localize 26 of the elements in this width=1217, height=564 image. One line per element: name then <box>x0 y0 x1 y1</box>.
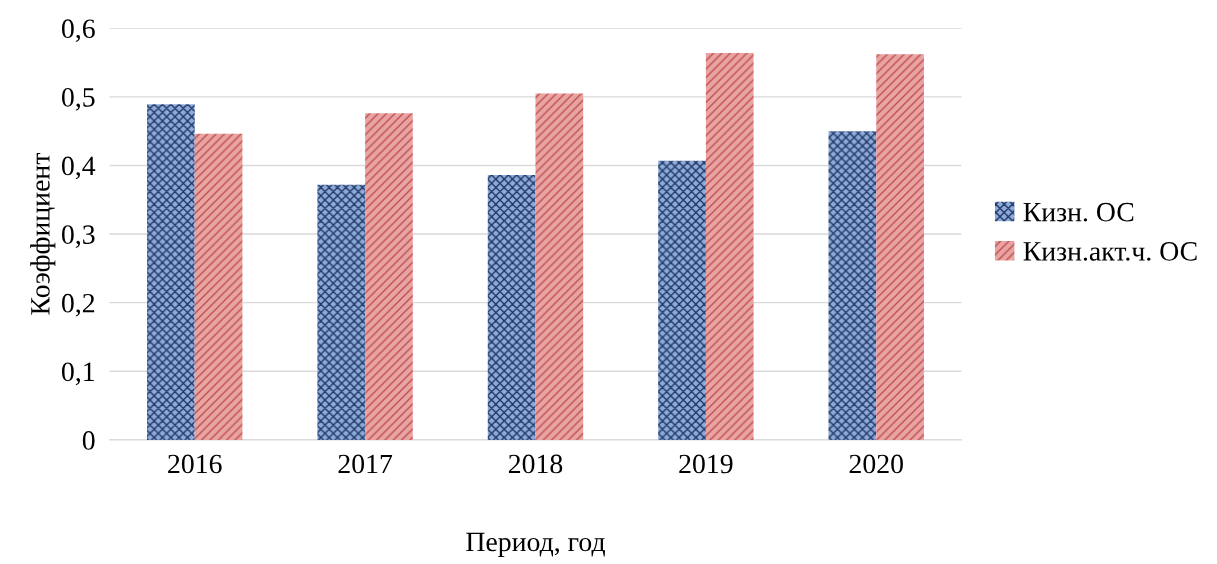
bar <box>365 113 413 440</box>
bar <box>705 52 754 440</box>
bar <box>535 93 584 440</box>
y-tick-label: 0,1 <box>61 362 94 386</box>
x-tick-label: 2017 <box>338 454 393 474</box>
bar <box>147 104 195 440</box>
bar <box>876 54 924 440</box>
x-tick-label: 2018 <box>508 454 563 474</box>
legend-label: Кизн.акт.ч. ОС <box>1023 242 1197 261</box>
bar <box>487 175 536 440</box>
x-tick-label: 2016 <box>168 454 222 474</box>
bar <box>194 133 243 440</box>
y-tick-label: 0 <box>82 431 95 450</box>
y-tick-label: 0,3 <box>61 225 95 248</box>
y-tick-label: 0,6 <box>61 19 95 43</box>
bar <box>317 184 366 440</box>
bar <box>828 131 877 440</box>
x-tick-label: 2020 <box>849 454 903 474</box>
y-tick-label: 0,4 <box>61 156 96 180</box>
x-axis-title: Период, год <box>466 532 605 557</box>
bar <box>658 160 706 440</box>
y-tick-label: 0,2 <box>61 293 95 317</box>
x-tick-label: 2019 <box>679 454 733 474</box>
y-axis-title: Коэффициент <box>30 153 56 315</box>
legend-label: Кизн. ОС <box>1023 202 1134 222</box>
y-tick-label: 0,5 <box>61 87 95 111</box>
